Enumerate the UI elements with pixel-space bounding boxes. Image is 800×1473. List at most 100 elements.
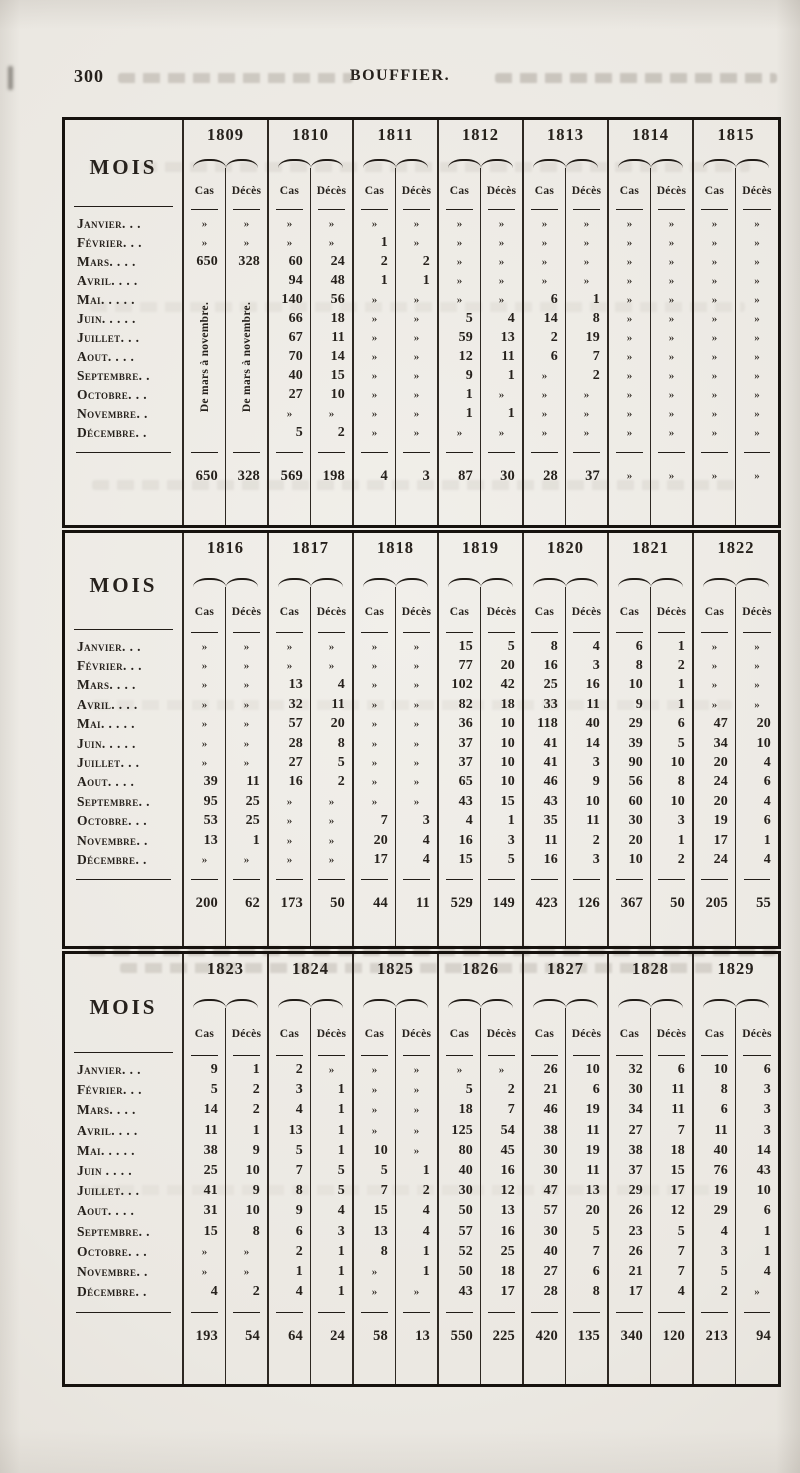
value-text: 5 — [592, 1223, 600, 1239]
value-text: 10 — [585, 793, 600, 809]
ditto-mark: » — [371, 795, 378, 808]
cas-header: Cas — [692, 1008, 736, 1060]
cell-value: » — [565, 385, 608, 404]
value-text: 11 — [501, 348, 515, 364]
cell-value: » — [522, 423, 566, 442]
value-text: 29 — [628, 1183, 643, 1199]
ditto-mark: » — [711, 470, 718, 482]
header-rule-dash — [232, 1055, 261, 1056]
ditto-mark: » — [668, 274, 675, 287]
month-cell: Janvier. . . — [65, 214, 183, 233]
cell-value: 6 — [522, 347, 566, 366]
month-label: Novembre. . — [77, 405, 148, 421]
cell-value: 2 — [395, 252, 438, 271]
ditto-mark: » — [371, 331, 378, 344]
cell-value: 3 — [565, 850, 608, 870]
value-text: 16 — [288, 774, 303, 790]
ditto-mark: » — [754, 426, 760, 439]
cas-label: Cas — [194, 185, 215, 197]
value-text: 50 — [458, 1203, 473, 1219]
header-rule-dash — [487, 632, 516, 633]
rule-dash — [488, 879, 515, 881]
month-label: Juillet. . . — [77, 329, 140, 345]
ditto-mark: » — [668, 331, 675, 344]
cas-header: Cas — [267, 168, 311, 214]
ditto-mark: » — [668, 388, 675, 401]
cell-value: 2 — [267, 1060, 311, 1081]
cell-value: 20 — [565, 1201, 608, 1222]
value-text: 1 — [380, 234, 388, 250]
rule-dash — [276, 879, 303, 881]
value-text: 20 — [585, 1203, 600, 1219]
total-value: 4 — [352, 462, 396, 490]
ditto-mark: » — [371, 1265, 378, 1278]
rule-dash — [531, 1311, 558, 1313]
cell-value: 34 — [607, 1100, 651, 1121]
monthly-cases-deaths-table: MOIS 1816 1817 1818 1819 1820 1821 1822 Cas Décès… — [65, 533, 778, 946]
value-text: 340 — [620, 1327, 643, 1344]
ditto-mark: » — [456, 274, 463, 287]
ditto-mark: » — [668, 350, 675, 363]
cell-value: 57 — [267, 714, 311, 734]
month-cell: Mars. . . . — [65, 1100, 183, 1120]
month-cell: Décembre. . — [65, 850, 183, 869]
year-label: 1815 — [717, 125, 755, 144]
accolade-brace-icon — [193, 578, 258, 585]
value-text: 4 — [295, 1102, 303, 1118]
cell-value: 1 — [310, 1261, 353, 1283]
cas-label: Cas — [704, 185, 725, 197]
rule-cell — [182, 869, 226, 890]
value-text: 57 — [543, 1203, 558, 1219]
cell-value: 20 — [692, 753, 736, 773]
cell-value: 15 — [480, 792, 523, 812]
year-label: 1822 — [717, 538, 755, 557]
cell-value: 19 — [692, 811, 736, 831]
table-1809-1815: MOIS 1809 1810 1811 1812 1813 1814 1815 Cas Décès… — [62, 117, 781, 528]
rule-dash — [701, 1311, 728, 1313]
value-text: 38 — [203, 1142, 218, 1158]
cell-value: 56 — [310, 290, 353, 309]
value-text: 4 — [380, 467, 388, 484]
value-text: 45 — [500, 1142, 515, 1158]
cell-value: 41 — [522, 753, 566, 773]
cell-value: 21 — [607, 1261, 651, 1283]
cell-value: 33 — [522, 695, 566, 715]
value-text: 95 — [203, 793, 218, 809]
value-text: 6 — [550, 348, 558, 364]
value-text: 5 — [380, 1163, 388, 1179]
month-cell: Avril. . . . — [65, 1121, 183, 1141]
ditto-mark: » — [413, 757, 420, 770]
cell-value: 30 — [437, 1181, 481, 1202]
month-label: Aout. . . . — [77, 1203, 135, 1219]
value-text: 1 — [465, 386, 473, 402]
cell-value: » — [607, 385, 651, 404]
filler-cell — [437, 917, 481, 946]
rule-cell — [522, 869, 566, 890]
cell-value: » — [395, 423, 438, 442]
cell-value: 8 — [522, 637, 566, 657]
value-text: 420 — [535, 1327, 558, 1344]
value-text: 30 — [543, 1163, 558, 1179]
cas-header: Cas — [692, 587, 736, 637]
total-value: 11 — [395, 889, 438, 918]
value-text: 53 — [203, 813, 218, 829]
ditto-mark: » — [201, 1245, 208, 1258]
ditto-mark: » — [286, 407, 293, 420]
value-text: 1 — [422, 1263, 430, 1279]
cas-label: Cas — [279, 185, 300, 197]
cell-value: » — [267, 792, 311, 812]
cell-value: 3 — [692, 1241, 736, 1262]
brace-arc — [618, 999, 651, 1008]
ditto-mark: » — [498, 236, 505, 249]
cell-value: 6 — [267, 1221, 311, 1242]
cell-value: » — [310, 792, 353, 812]
value-text: 10 — [245, 1203, 260, 1219]
value-text: 30 — [458, 1183, 473, 1199]
header-rule-dash — [572, 209, 601, 210]
year-label: 1812 — [462, 125, 499, 144]
cell-value: 20 — [607, 830, 651, 851]
year-label: 1810 — [292, 125, 329, 144]
value-text: 2 — [337, 424, 345, 440]
cell-value: » — [395, 347, 438, 366]
cell-value: 16 — [522, 656, 566, 676]
